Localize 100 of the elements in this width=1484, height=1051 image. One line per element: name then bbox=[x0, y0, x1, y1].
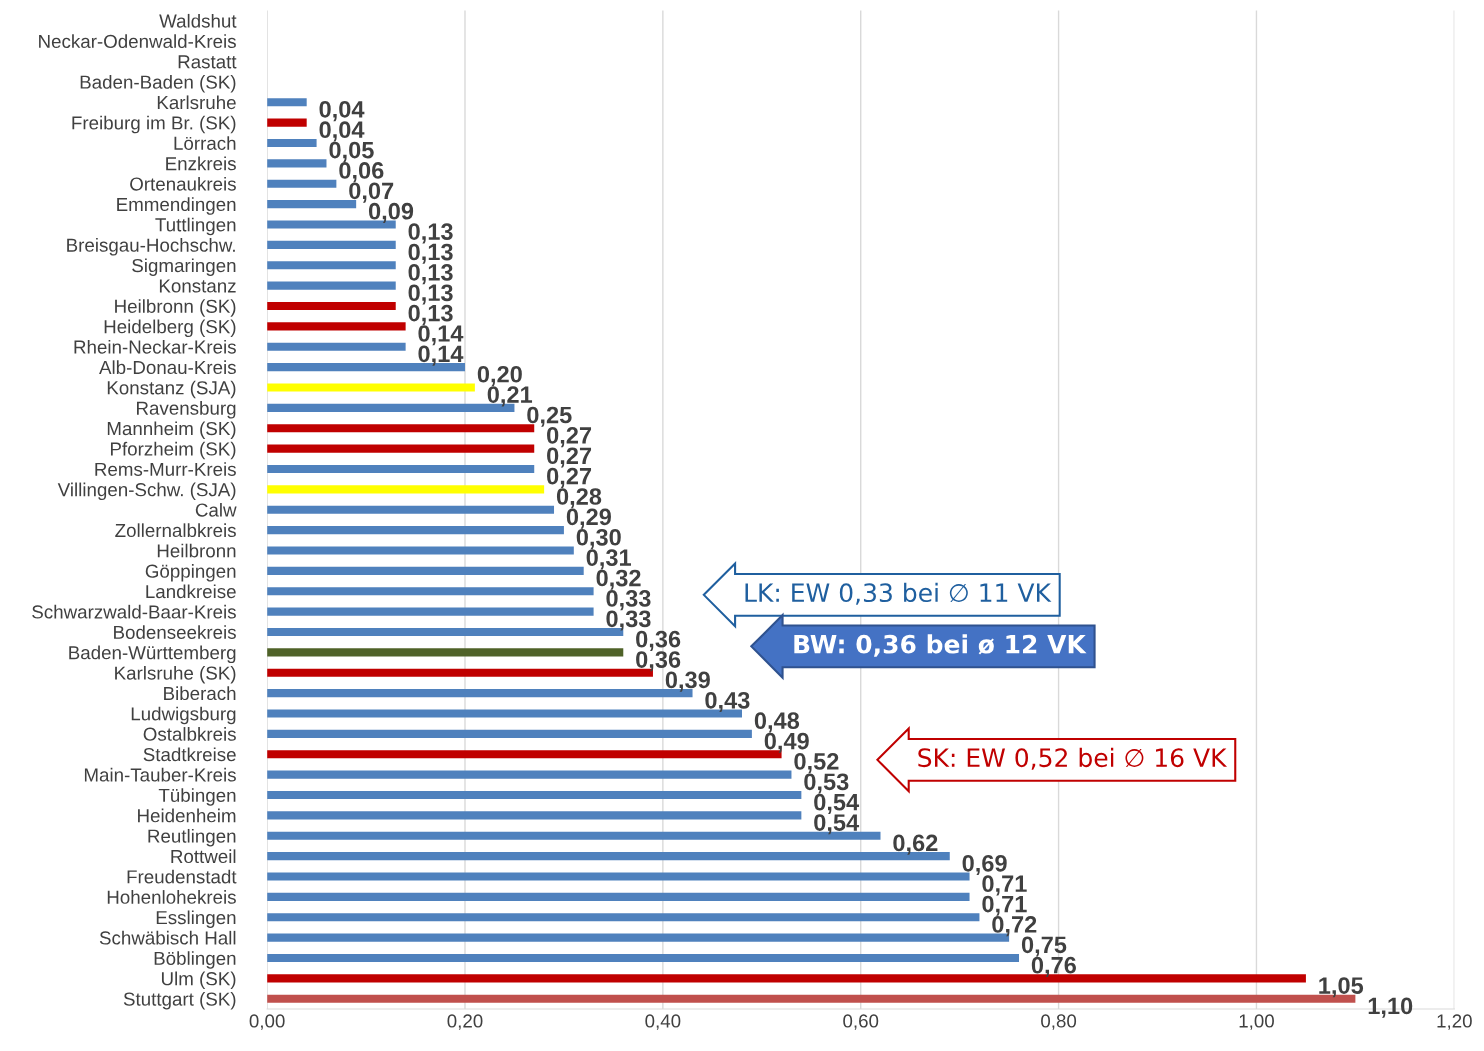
x-tick-label: 1,20 bbox=[1437, 1014, 1472, 1030]
y-tick-label: Tübingen bbox=[158, 788, 236, 806]
annotation: SK: EW 0,52 bei ∅ 16 VK bbox=[918, 747, 1228, 770]
data-label: 0,54 bbox=[814, 793, 860, 814]
data-label: 0,72 bbox=[992, 916, 1037, 937]
bar bbox=[267, 790, 802, 800]
y-tick-label: Mannheim (SK) bbox=[107, 421, 236, 439]
y-tick-label: Landkreise bbox=[146, 584, 236, 599]
y-tick-label: Karlsruhe (SK) bbox=[115, 665, 236, 684]
data-label: 0,27 bbox=[547, 447, 592, 468]
x-tick-label: 0,20 bbox=[447, 1014, 483, 1030]
y-tick-label: Heilbronn bbox=[157, 543, 236, 558]
y-tick-label: Zollernalbkreis bbox=[115, 523, 236, 538]
data-label: 0,48 bbox=[754, 712, 800, 733]
data-label: 0,13 bbox=[408, 223, 453, 244]
y-tick-label: Stadtkreise bbox=[143, 747, 236, 762]
bar bbox=[267, 342, 406, 351]
data-label: 0,09 bbox=[368, 202, 414, 224]
x-tick-label: 1,00 bbox=[1239, 1014, 1274, 1030]
y-tick-label: Bodenseekreis bbox=[114, 625, 236, 639]
data-label: 0,14 bbox=[418, 325, 464, 346]
x-tick-label: 0,60 bbox=[843, 1014, 879, 1030]
bar bbox=[267, 607, 594, 616]
y-tick-label: Tuttlingen bbox=[155, 217, 236, 236]
bar bbox=[267, 587, 594, 596]
y-tick-label: Main-Tauber-Kreis bbox=[84, 767, 236, 782]
data-label: 0,31 bbox=[586, 549, 631, 570]
y-tick-label: Heilbronn (SK) bbox=[115, 299, 236, 317]
y-tick-label: Heidenheim bbox=[138, 808, 236, 823]
y-tick-label: Ludwigsburg bbox=[131, 706, 236, 725]
data-label: 0,71 bbox=[982, 875, 1027, 896]
data-label: 0,27 bbox=[547, 427, 592, 448]
bar bbox=[267, 138, 317, 148]
data-label: 0,04 bbox=[319, 121, 365, 142]
data-label: 0,75 bbox=[1021, 936, 1067, 957]
y-tick-label: Ostalbkreis bbox=[143, 727, 236, 741]
bar bbox=[267, 892, 970, 901]
data-label: 0,33 bbox=[606, 590, 651, 611]
data-label: 0,13 bbox=[408, 243, 453, 264]
data-label: 0,62 bbox=[893, 834, 938, 855]
bar bbox=[267, 566, 584, 575]
y-tick-label: Böblingen bbox=[154, 951, 236, 969]
annotation: BW: 0,36 bei ø 12 VK bbox=[794, 634, 1087, 657]
y-tick-label: Sigmaringen bbox=[132, 258, 236, 276]
data-label: 0,05 bbox=[329, 141, 374, 162]
data-label: 0,04 bbox=[319, 100, 365, 122]
y-tick-label: Stuttgart (SK) bbox=[123, 991, 236, 1010]
data-label: 0,33 bbox=[606, 610, 651, 631]
data-label: 0,53 bbox=[804, 773, 849, 794]
y-tick-label: Baden-Baden (SK) bbox=[80, 75, 236, 93]
bar bbox=[267, 770, 792, 779]
data-label: 0,25 bbox=[527, 406, 572, 427]
y-tick-label: Rottweil bbox=[171, 849, 236, 864]
data-label: 0,07 bbox=[349, 182, 394, 203]
bar bbox=[267, 913, 980, 922]
bar bbox=[267, 485, 545, 494]
data-label: 0,21 bbox=[487, 386, 533, 407]
bar bbox=[267, 505, 555, 514]
y-tick-label: Konstanz (SJA) bbox=[107, 380, 236, 399]
bar bbox=[267, 464, 535, 474]
data-label: 0,69 bbox=[962, 854, 1007, 876]
y-tick-label: Baden-Württemberg bbox=[69, 645, 236, 664]
y-tick-label: Biberach bbox=[164, 686, 236, 701]
bar bbox=[267, 98, 307, 107]
y-tick-label: Göppingen bbox=[145, 564, 236, 582]
y-tick-label: Esslingen bbox=[156, 910, 236, 928]
data-label: 0,29 bbox=[566, 508, 611, 529]
data-label: 0,52 bbox=[794, 753, 839, 774]
bar bbox=[267, 301, 396, 311]
bar bbox=[267, 261, 396, 270]
data-label: 0,14 bbox=[418, 345, 464, 366]
y-tick-label: Alb-Donau-Kreis bbox=[99, 360, 236, 375]
data-label: 0,13 bbox=[408, 304, 453, 325]
y-tick-label: Pforzheim (SK) bbox=[111, 441, 236, 460]
bar bbox=[267, 811, 802, 820]
y-tick-label: Rems-Murr-Kreis bbox=[95, 462, 236, 476]
y-tick-label: Villingen-Schw. (SJA) bbox=[57, 482, 236, 501]
data-label: 0,30 bbox=[576, 528, 621, 550]
x-tick-label: 0,00 bbox=[249, 1014, 285, 1030]
y-tick-label: Karlsruhe bbox=[157, 95, 236, 110]
bar bbox=[267, 444, 535, 453]
data-label: 0,36 bbox=[636, 630, 681, 651]
bar bbox=[267, 526, 564, 535]
bar bbox=[267, 729, 752, 738]
data-label: 0,71 bbox=[982, 895, 1027, 916]
bar bbox=[267, 118, 307, 127]
bar bbox=[267, 383, 475, 392]
data-label: 0,20 bbox=[477, 365, 522, 387]
bar bbox=[267, 281, 396, 290]
y-tick-label: Waldshut bbox=[159, 13, 237, 28]
data-label: 0,06 bbox=[339, 162, 384, 183]
data-label: 0,13 bbox=[408, 264, 453, 285]
y-tick-label: Schwarzwald-Baar-Kreis bbox=[32, 604, 236, 619]
x-tick-label: 0,80 bbox=[1041, 1014, 1077, 1030]
y-tick-label: Rhein-Neckar-Kreis bbox=[74, 339, 236, 354]
data-label: 1,05 bbox=[1319, 977, 1364, 998]
y-tick-label: Enzkreis bbox=[166, 156, 236, 171]
y-tick-label: Heidelberg (SK) bbox=[104, 319, 236, 338]
data-label: 0,13 bbox=[408, 284, 453, 305]
bar bbox=[267, 322, 406, 331]
